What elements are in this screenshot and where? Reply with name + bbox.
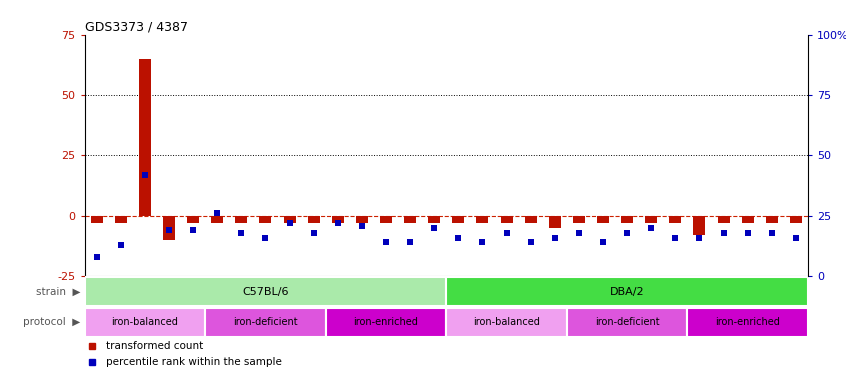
Point: [162, 227, 176, 233]
Text: DBA/2: DBA/2: [610, 287, 645, 297]
Point: [355, 222, 369, 228]
Bar: [573, 216, 585, 223]
Point: [500, 230, 514, 236]
Bar: [308, 216, 320, 223]
Point: [404, 239, 417, 245]
Bar: [91, 216, 102, 223]
Bar: [790, 216, 802, 223]
Point: [693, 235, 706, 241]
Point: [668, 235, 682, 241]
Bar: [205, 308, 326, 337]
Point: [211, 210, 224, 217]
Bar: [621, 216, 633, 223]
Bar: [447, 277, 808, 306]
Bar: [453, 216, 464, 223]
Bar: [326, 308, 447, 337]
Text: transformed count: transformed count: [107, 341, 204, 351]
Point: [234, 230, 248, 236]
Bar: [742, 216, 754, 223]
Point: [620, 230, 634, 236]
Text: iron-balanced: iron-balanced: [112, 318, 179, 328]
Point: [379, 239, 393, 245]
Bar: [687, 308, 808, 337]
Bar: [235, 216, 247, 223]
Text: GDS3373 / 4387: GDS3373 / 4387: [85, 20, 188, 33]
Bar: [260, 216, 272, 223]
Text: strain  ▶: strain ▶: [36, 287, 80, 297]
Bar: [85, 277, 447, 306]
Point: [524, 239, 537, 245]
Bar: [404, 216, 416, 223]
Point: [572, 230, 585, 236]
Bar: [447, 308, 567, 337]
Point: [789, 235, 803, 241]
Point: [645, 225, 658, 231]
Point: [475, 239, 489, 245]
Text: iron-enriched: iron-enriched: [715, 318, 780, 328]
Bar: [525, 216, 536, 223]
Bar: [766, 216, 777, 223]
Point: [259, 235, 272, 241]
Point: [186, 227, 200, 233]
Bar: [283, 216, 295, 223]
Text: iron-balanced: iron-balanced: [473, 318, 540, 328]
Bar: [212, 216, 223, 223]
Point: [717, 230, 730, 236]
Bar: [567, 308, 687, 337]
Point: [138, 172, 151, 178]
Bar: [597, 216, 609, 223]
Bar: [428, 216, 440, 223]
Bar: [85, 308, 205, 337]
Point: [283, 220, 296, 226]
Point: [90, 254, 103, 260]
Bar: [332, 216, 343, 223]
Bar: [139, 59, 151, 216]
Bar: [187, 216, 199, 223]
Text: C57BL/6: C57BL/6: [242, 287, 288, 297]
Point: [596, 239, 610, 245]
Bar: [356, 216, 368, 223]
Point: [765, 230, 778, 236]
Bar: [163, 216, 175, 240]
Point: [307, 230, 321, 236]
Text: iron-deficient: iron-deficient: [233, 318, 298, 328]
Point: [452, 235, 465, 241]
Bar: [476, 216, 488, 223]
Text: iron-deficient: iron-deficient: [595, 318, 659, 328]
Bar: [645, 216, 657, 223]
Bar: [669, 216, 681, 223]
Point: [331, 220, 344, 226]
Bar: [717, 216, 729, 223]
Point: [427, 225, 441, 231]
Bar: [380, 216, 392, 223]
Text: protocol  ▶: protocol ▶: [23, 318, 80, 328]
Point: [548, 235, 562, 241]
Bar: [501, 216, 513, 223]
Bar: [694, 216, 706, 235]
Text: iron-enriched: iron-enriched: [354, 318, 419, 328]
Text: percentile rank within the sample: percentile rank within the sample: [107, 357, 283, 367]
Point: [114, 242, 128, 248]
Bar: [549, 216, 561, 228]
Point: [741, 230, 755, 236]
Bar: [115, 216, 127, 223]
